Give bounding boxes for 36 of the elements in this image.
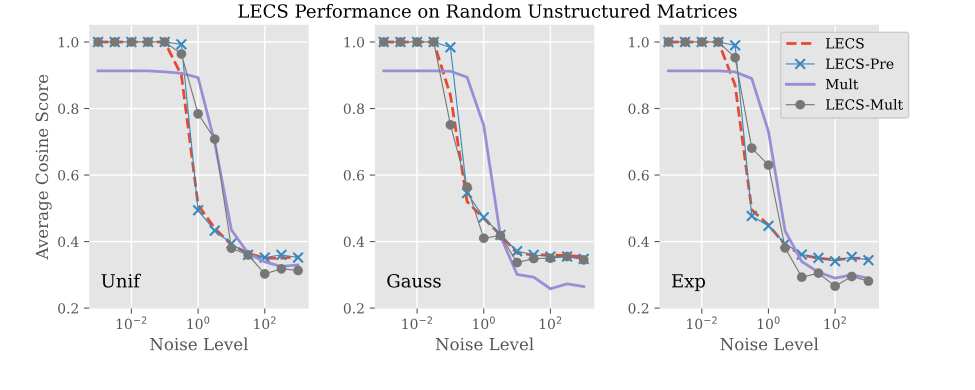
y-tick-label: 0.2 xyxy=(344,303,364,314)
annotation: Gauss xyxy=(387,274,441,288)
y-tick-label: 0.6 xyxy=(628,170,649,181)
legend-label: LECS-Pre xyxy=(826,58,894,69)
y-tick-label: 0.6 xyxy=(58,170,78,181)
x-tick-label: 10$^{0}$ xyxy=(758,316,780,330)
x-tick-label: 10$^{0}$ xyxy=(473,316,495,330)
x-axis-title: Noise Level xyxy=(150,338,248,350)
annotation: Exp xyxy=(672,274,706,292)
y-tick-label: 0.4 xyxy=(344,236,364,248)
x-axis-title: Noise Level xyxy=(436,338,534,350)
y-tick-label: 0.4 xyxy=(58,236,79,248)
y-tick-label: 0.8 xyxy=(58,103,78,114)
legend-label: Mult xyxy=(826,78,858,90)
x-tick-label: 10$^{−2}$ xyxy=(402,316,432,330)
x-tick-label: 10$^{−2}$ xyxy=(687,316,717,330)
x-tick-label: 10$^{0}$ xyxy=(188,316,210,330)
x-tick-label: 10$^{2}$ xyxy=(254,316,276,330)
y-axis-title: Average Cosine Score xyxy=(36,74,52,260)
legend-label: LECS xyxy=(826,38,864,49)
y-tick-label: 0.2 xyxy=(628,303,648,314)
y-tick-label: 0.8 xyxy=(628,103,649,114)
y-tick-label: 0.6 xyxy=(344,170,364,181)
annotation: Unif xyxy=(101,274,142,288)
x-tick-label: 10$^{2}$ xyxy=(824,316,846,330)
y-tick-label: 1.0 xyxy=(629,36,649,48)
text: LECS Performance on Random Unstructured Matrices xyxy=(238,4,737,18)
x-tick-label: 10$^{2}$ xyxy=(540,316,562,330)
y-tick-label: 1.0 xyxy=(58,36,78,48)
legend-label: LECS-Mult xyxy=(826,99,903,110)
y-tick-label: 0.8 xyxy=(344,103,364,114)
y-tick-label: 0.2 xyxy=(58,303,78,314)
x-tick-label: 10$^{−2}$ xyxy=(116,316,146,330)
y-tick-label: 0.4 xyxy=(628,236,649,248)
x-axis-title: Noise Level xyxy=(720,338,818,350)
y-tick-label: 1.0 xyxy=(344,36,364,48)
